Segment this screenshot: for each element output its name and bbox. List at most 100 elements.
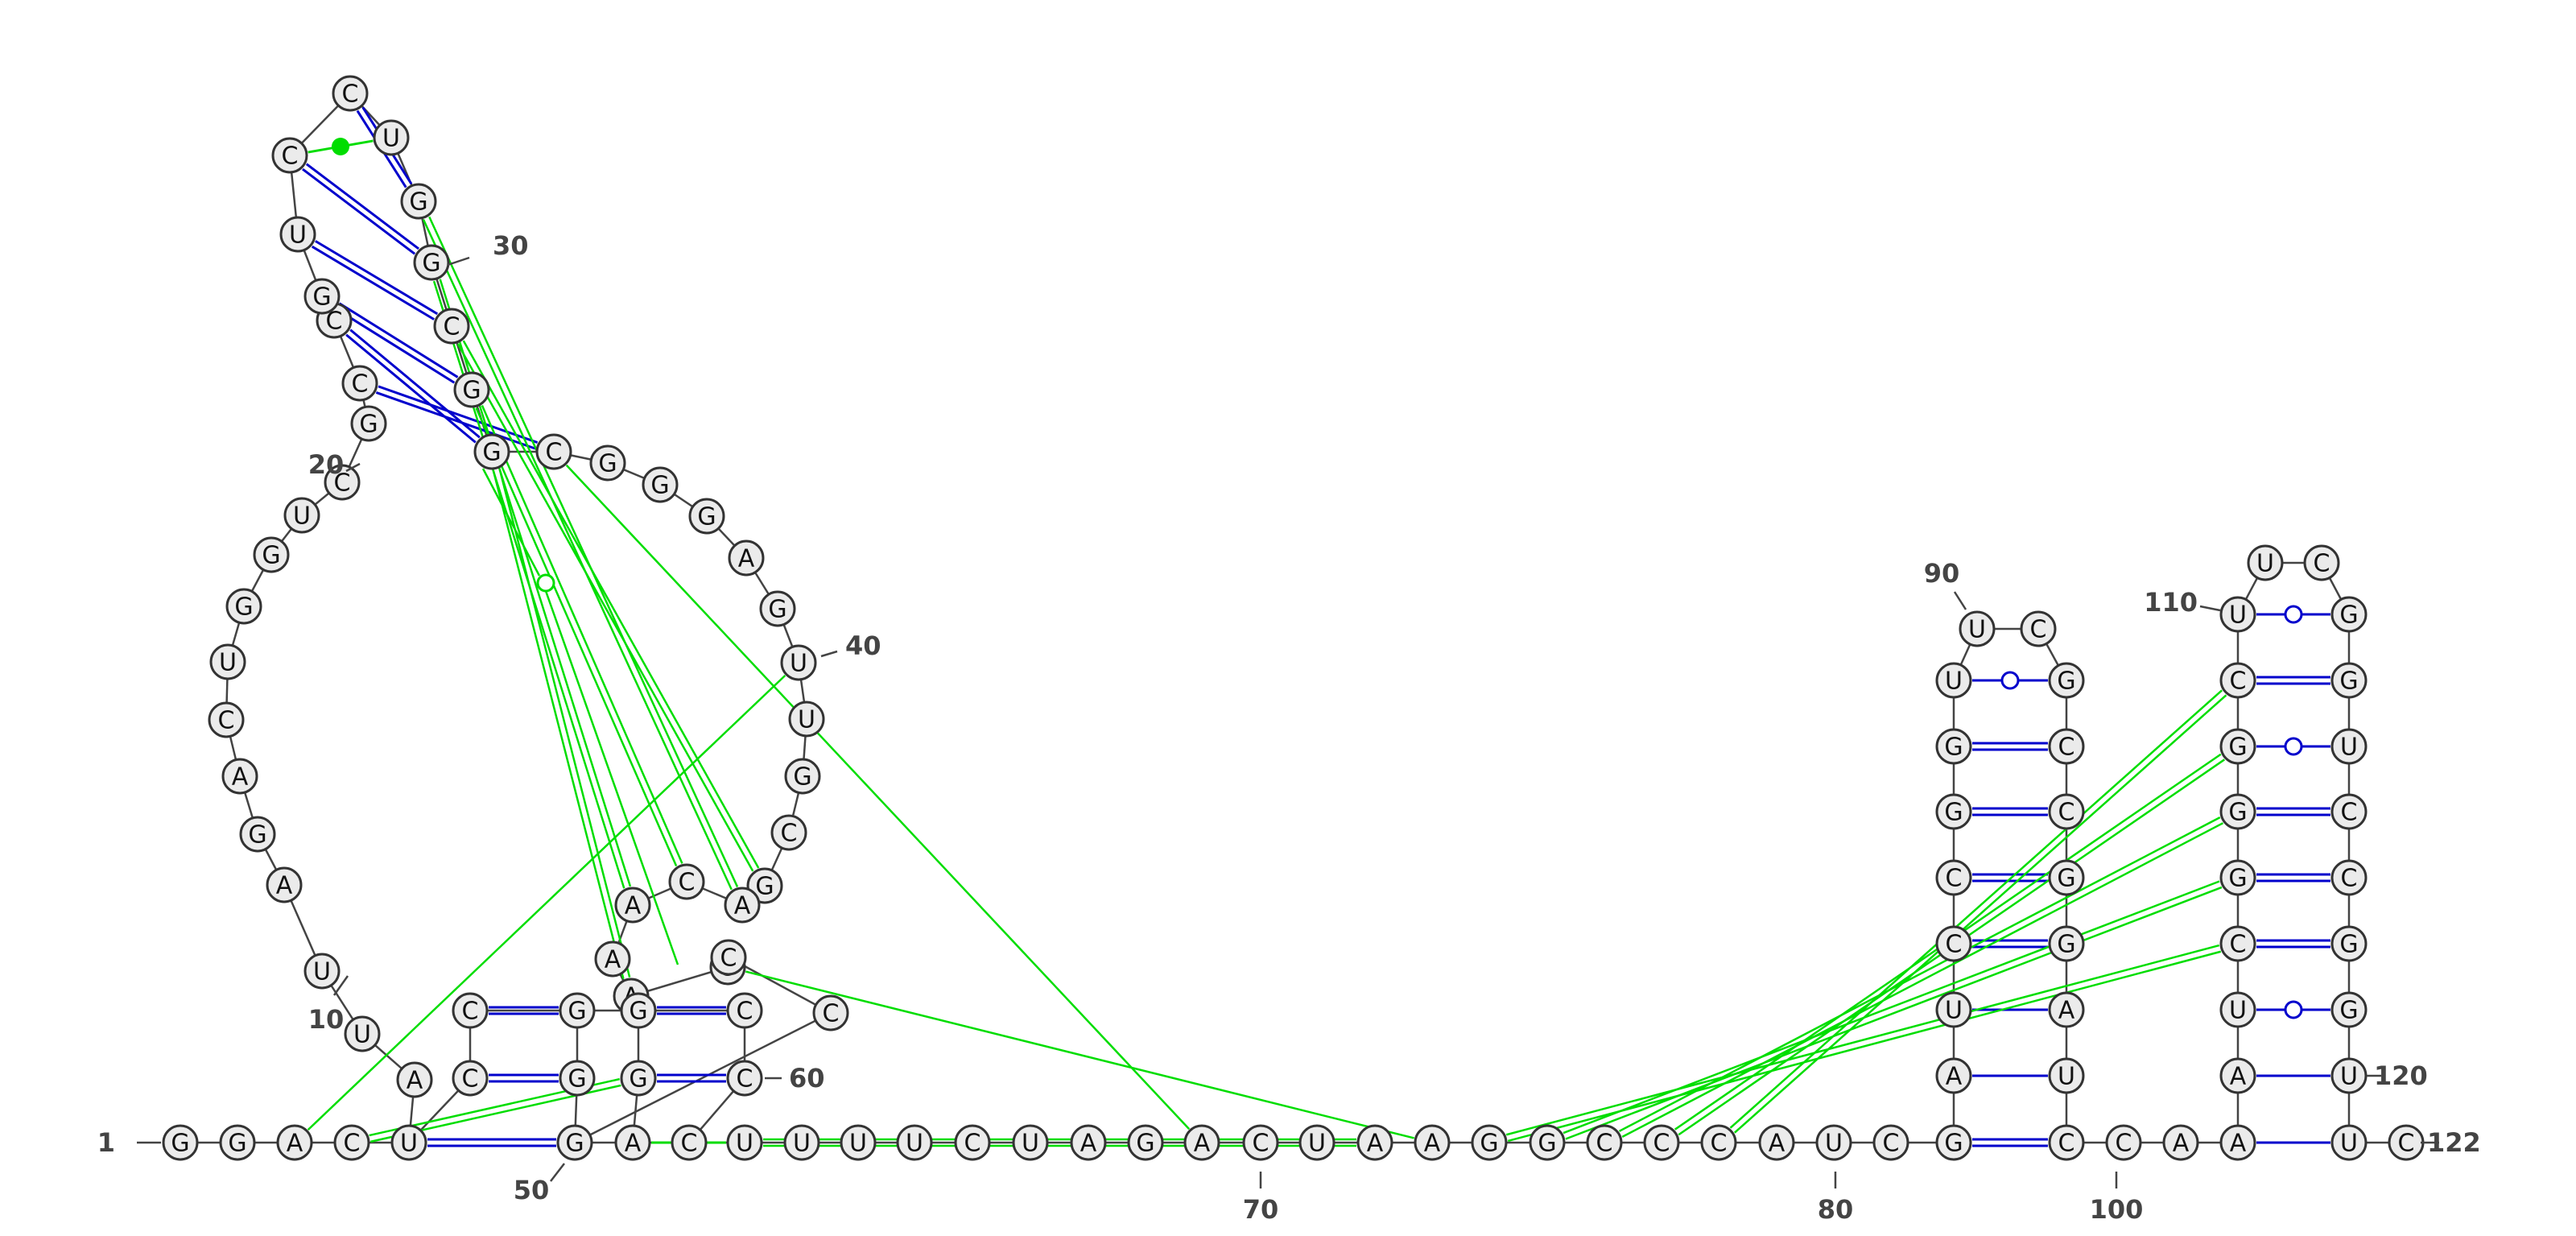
nucleotide: G xyxy=(2330,925,2368,962)
nucleotide: G xyxy=(642,466,679,503)
nucleotide-circle xyxy=(225,588,262,625)
nucleotide-letter: G xyxy=(697,503,716,531)
nucleotide-letter: G xyxy=(409,188,427,217)
nucleotide: A xyxy=(614,1124,651,1161)
nucleotide: C xyxy=(726,992,763,1029)
tertiary-interaction-line xyxy=(307,674,786,1131)
nucleotide-circle xyxy=(1643,1124,1680,1161)
nucleotide-letter: U xyxy=(2058,1063,2075,1091)
nucleotide-letter: G xyxy=(482,439,501,467)
nucleotide-circle xyxy=(2048,1124,2085,1161)
nucleotide-circle xyxy=(239,816,276,853)
nucleotide: U xyxy=(2330,728,2368,765)
nucleotide: C xyxy=(710,939,747,976)
nucleotide-circle xyxy=(2048,793,2085,830)
nucleotide-circle xyxy=(726,992,763,1029)
tertiary-interaction-line xyxy=(432,280,625,889)
nucleotide-circle xyxy=(2330,793,2368,830)
nucleotide-circle xyxy=(2330,925,2368,962)
nucleotide-letter: C xyxy=(352,370,369,399)
canonical-pair-line xyxy=(335,308,456,384)
nucleotide-letter: A xyxy=(2058,997,2075,1025)
nucleotide-circle xyxy=(2219,859,2256,896)
nucleotide-letter: U xyxy=(2340,1063,2358,1091)
nucleotide-circle xyxy=(279,216,316,253)
nucleotide-circle xyxy=(324,464,361,501)
nucleotide: G xyxy=(219,1124,256,1161)
position-tick xyxy=(447,256,470,267)
nucleotide: G xyxy=(2219,859,2256,896)
nucleotide: C xyxy=(332,75,369,112)
nucleotide-circle xyxy=(209,643,246,680)
tertiary-interaction-line xyxy=(1618,816,2221,1132)
nucleotide-letter: C xyxy=(2030,616,2047,644)
nucleotide-letter: U xyxy=(793,1130,811,1158)
nucleotide-circle xyxy=(2219,991,2256,1028)
tertiary-interaction-marker xyxy=(536,573,555,593)
nucleotide-letter: A xyxy=(734,892,751,920)
nucleotide-circle xyxy=(710,939,747,976)
nucleotide-circle xyxy=(1586,1124,1623,1161)
nucleotide-letter: U xyxy=(2229,601,2247,630)
nucleotide: A xyxy=(1183,1124,1220,1161)
nucleotide-circle xyxy=(1070,1124,1107,1161)
nucleotide-circle xyxy=(2048,859,2085,896)
nucleotide-letter: U xyxy=(2229,997,2247,1025)
nucleotide: G xyxy=(784,758,821,795)
nucleotide-letter: G xyxy=(234,593,253,622)
nucleotide-letter: G xyxy=(1944,1130,1963,1158)
nucleotide-circle xyxy=(671,1124,708,1161)
nucleotide-circle xyxy=(413,244,450,281)
nucleotide-circle xyxy=(1414,1124,1451,1161)
nucleotide-letter: G xyxy=(462,377,481,405)
nucleotide-letter: G xyxy=(793,763,811,792)
nucleotide-letter: U xyxy=(2256,550,2274,578)
nucleotide: U xyxy=(1815,1124,1852,1161)
wobble-pair-marker xyxy=(2284,1000,2303,1019)
position-label: 80 xyxy=(1818,1194,1854,1225)
nucleotide: G xyxy=(400,183,437,220)
nucleotide-letter: G xyxy=(312,283,331,312)
nucleotide-circle xyxy=(373,119,410,156)
nucleotide-letter: G xyxy=(629,998,647,1026)
nucleotide: G xyxy=(556,1124,593,1161)
nucleotide-circle xyxy=(726,1060,763,1097)
nucleotide-letter: U xyxy=(289,221,307,250)
nucleotide-circle xyxy=(594,940,631,978)
nucleotide-letter: C xyxy=(462,998,479,1026)
nucleotide-letter: C xyxy=(546,439,563,467)
nucleotide-letter: A xyxy=(1367,1130,1384,1158)
nucleotide-circle xyxy=(2105,1124,2142,1161)
nucleotide-letter: C xyxy=(781,820,798,848)
nucleotide-letter: C xyxy=(1883,1130,1900,1158)
nucleotide: C xyxy=(2219,662,2256,699)
nucleotide-letter: U xyxy=(353,1021,371,1049)
nucleotide: U xyxy=(783,1124,820,1161)
canonical-pair-line xyxy=(375,391,536,450)
tertiary-interaction-line xyxy=(565,464,1191,1131)
nucleotide: A xyxy=(724,887,761,924)
nucleotide: A xyxy=(1758,1124,1795,1161)
nucleotide: C xyxy=(812,994,849,1031)
nucleotide-letter: C xyxy=(1253,1130,1269,1158)
nucleotide: C xyxy=(2105,1124,2142,1161)
nucleotide-letter: G xyxy=(1136,1130,1154,1158)
nucleotide-circle xyxy=(1298,1124,1335,1161)
nucleotide-circle xyxy=(2162,1124,2199,1161)
canonical-pair-line xyxy=(305,163,419,250)
position-tick xyxy=(2199,605,2221,612)
nucleotide-letter: U xyxy=(2340,1130,2358,1158)
nucleotide: G xyxy=(253,536,290,573)
position-tick xyxy=(550,1163,565,1182)
canonical-pair-line xyxy=(302,167,416,255)
nucleotide-circle xyxy=(1959,610,1996,647)
nucleotide-circle xyxy=(2330,596,2368,633)
nucleotide: G xyxy=(759,590,796,627)
nucleotide-circle xyxy=(2330,991,2368,1028)
nucleotide-circle xyxy=(2330,1057,2368,1094)
nucleotide-letter: C xyxy=(342,81,359,109)
nucleotide-circle xyxy=(453,371,490,408)
nucleotide-letter: C xyxy=(334,469,351,498)
nucleotide: G xyxy=(2219,728,2256,765)
nucleotide-circle xyxy=(2020,610,2057,647)
